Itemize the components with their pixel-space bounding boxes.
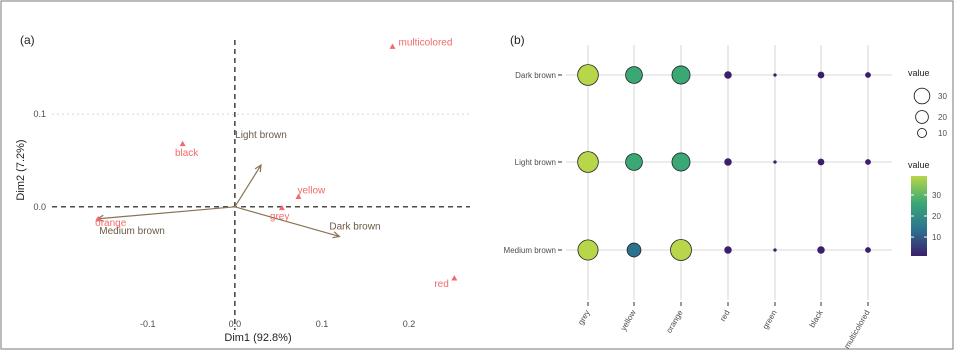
balloon-circle <box>865 247 871 253</box>
pca-point-label: orange <box>95 218 127 229</box>
balloon-column-label: red <box>718 309 732 324</box>
color-legend: value 30 20 10 <box>908 160 941 256</box>
size-legend-circle <box>913 87 931 105</box>
balloon-circle <box>625 153 643 171</box>
balloon-gridlines <box>566 45 892 300</box>
pca-arrow-label: Dark brown <box>329 221 380 232</box>
balloon-circle <box>671 152 691 172</box>
balloon-circle <box>577 64 599 86</box>
balloon-column-label: yellow <box>619 308 638 332</box>
balloon-circle <box>724 158 732 166</box>
pca-tick-labels: -0.1 0.0 0.1 0.2 0.0 0.1 <box>33 109 415 329</box>
pca-x-tick-label: 0.2 <box>403 319 416 329</box>
pca-arrows: Light brown Dark brown Medium brown <box>95 130 381 239</box>
pca-point-marker <box>278 204 285 211</box>
pca-y-tick-label: 0.1 <box>33 109 46 119</box>
balloon-row-label: Dark brown <box>515 71 556 80</box>
pca-y-axis-title: Dim2 (7.2%) <box>15 139 27 200</box>
pca-reference-axes <box>52 40 470 330</box>
pca-arrow-head <box>332 231 341 239</box>
balloon-circle <box>670 239 692 261</box>
size-legend-circle <box>917 128 927 138</box>
pca-arrow-label: Medium brown <box>99 226 165 237</box>
balloon-circle <box>773 160 777 164</box>
pca-point-marker <box>451 275 458 281</box>
balloon-circle <box>817 158 825 166</box>
balloon-column-label: black <box>808 308 826 330</box>
pca-x-tick-label: 0.1 <box>316 319 329 329</box>
panel-a-label: (a) <box>20 33 35 47</box>
balloon-column-label: green <box>761 309 779 331</box>
color-legend-label: 30 <box>932 191 941 200</box>
pca-arrow-label: Light brown <box>235 130 287 141</box>
balloon-circle <box>817 71 825 79</box>
balloon-circle <box>671 65 691 85</box>
pca-point-label: yellow <box>297 186 326 197</box>
color-legend-label: 10 <box>932 233 941 242</box>
pca-point-label: multicolored <box>398 37 452 48</box>
balloon-row-label: Medium brown <box>504 246 556 255</box>
balloon-circle <box>724 246 732 254</box>
balloon-circle <box>577 239 599 261</box>
pca-x-tick-label: -0.1 <box>140 319 156 329</box>
pca-x-tick-label: 0.0 <box>229 319 242 329</box>
balloon-row-label: Light brown <box>515 158 556 167</box>
pca-point-marker <box>295 193 302 200</box>
balloon-circle <box>773 248 777 252</box>
pca-x-axis-title: Dim1 (92.8%) <box>224 332 291 344</box>
panel-b-label: (b) <box>510 33 525 47</box>
balloon-column-label: grey <box>576 309 592 327</box>
balloon-column-label: orange <box>664 308 685 335</box>
pca-point-label: grey <box>270 212 289 223</box>
balloon-circle <box>577 151 599 173</box>
pca-point-marker <box>95 215 102 222</box>
balloon-circle <box>773 73 777 77</box>
color-legend-bar <box>911 176 927 256</box>
pca-point-marker <box>389 43 396 49</box>
size-legend: value 30 20 10 <box>908 68 947 138</box>
pca-point-marker <box>179 140 186 147</box>
color-legend-label: 20 <box>932 212 941 221</box>
pca-arrow-line <box>97 206 235 220</box>
pca-arrow-head <box>254 163 262 173</box>
balloon-column-label: multicolored <box>842 309 871 351</box>
balloon-circle <box>724 71 732 79</box>
balloon-circle <box>865 159 871 165</box>
pca-points: multicolored black yellow grey orange red <box>95 37 458 290</box>
pca-point-label: black <box>175 148 199 159</box>
balloon-circle <box>625 66 643 84</box>
pca-biplot: (a) Light brown Dark brown Medium brown mu… <box>15 33 470 344</box>
size-legend-label: 20 <box>938 113 947 122</box>
pca-arrow-line <box>234 164 262 208</box>
balloon-plot: (b) Dark brown Light brown Medium brown gr… <box>504 33 948 350</box>
pca-arrow-line <box>234 206 340 238</box>
size-legend-label: 30 <box>938 92 947 101</box>
size-legend-label: 10 <box>938 129 947 138</box>
balloon-circle <box>865 72 871 78</box>
size-legend-title: value <box>908 68 930 78</box>
balloon-column-labels: grey yellow orange red green black multicolore… <box>576 302 872 350</box>
balloon-circles <box>577 64 871 261</box>
balloon-circle <box>817 246 825 254</box>
size-legend-circle <box>915 110 929 124</box>
pca-y-tick-label: 0.0 <box>33 202 46 212</box>
pca-point-label: red <box>434 279 448 290</box>
color-legend-title: value <box>908 160 930 170</box>
balloon-circle <box>626 242 642 258</box>
balloon-row-labels: Dark brown Light brown Medium brown <box>504 71 562 255</box>
